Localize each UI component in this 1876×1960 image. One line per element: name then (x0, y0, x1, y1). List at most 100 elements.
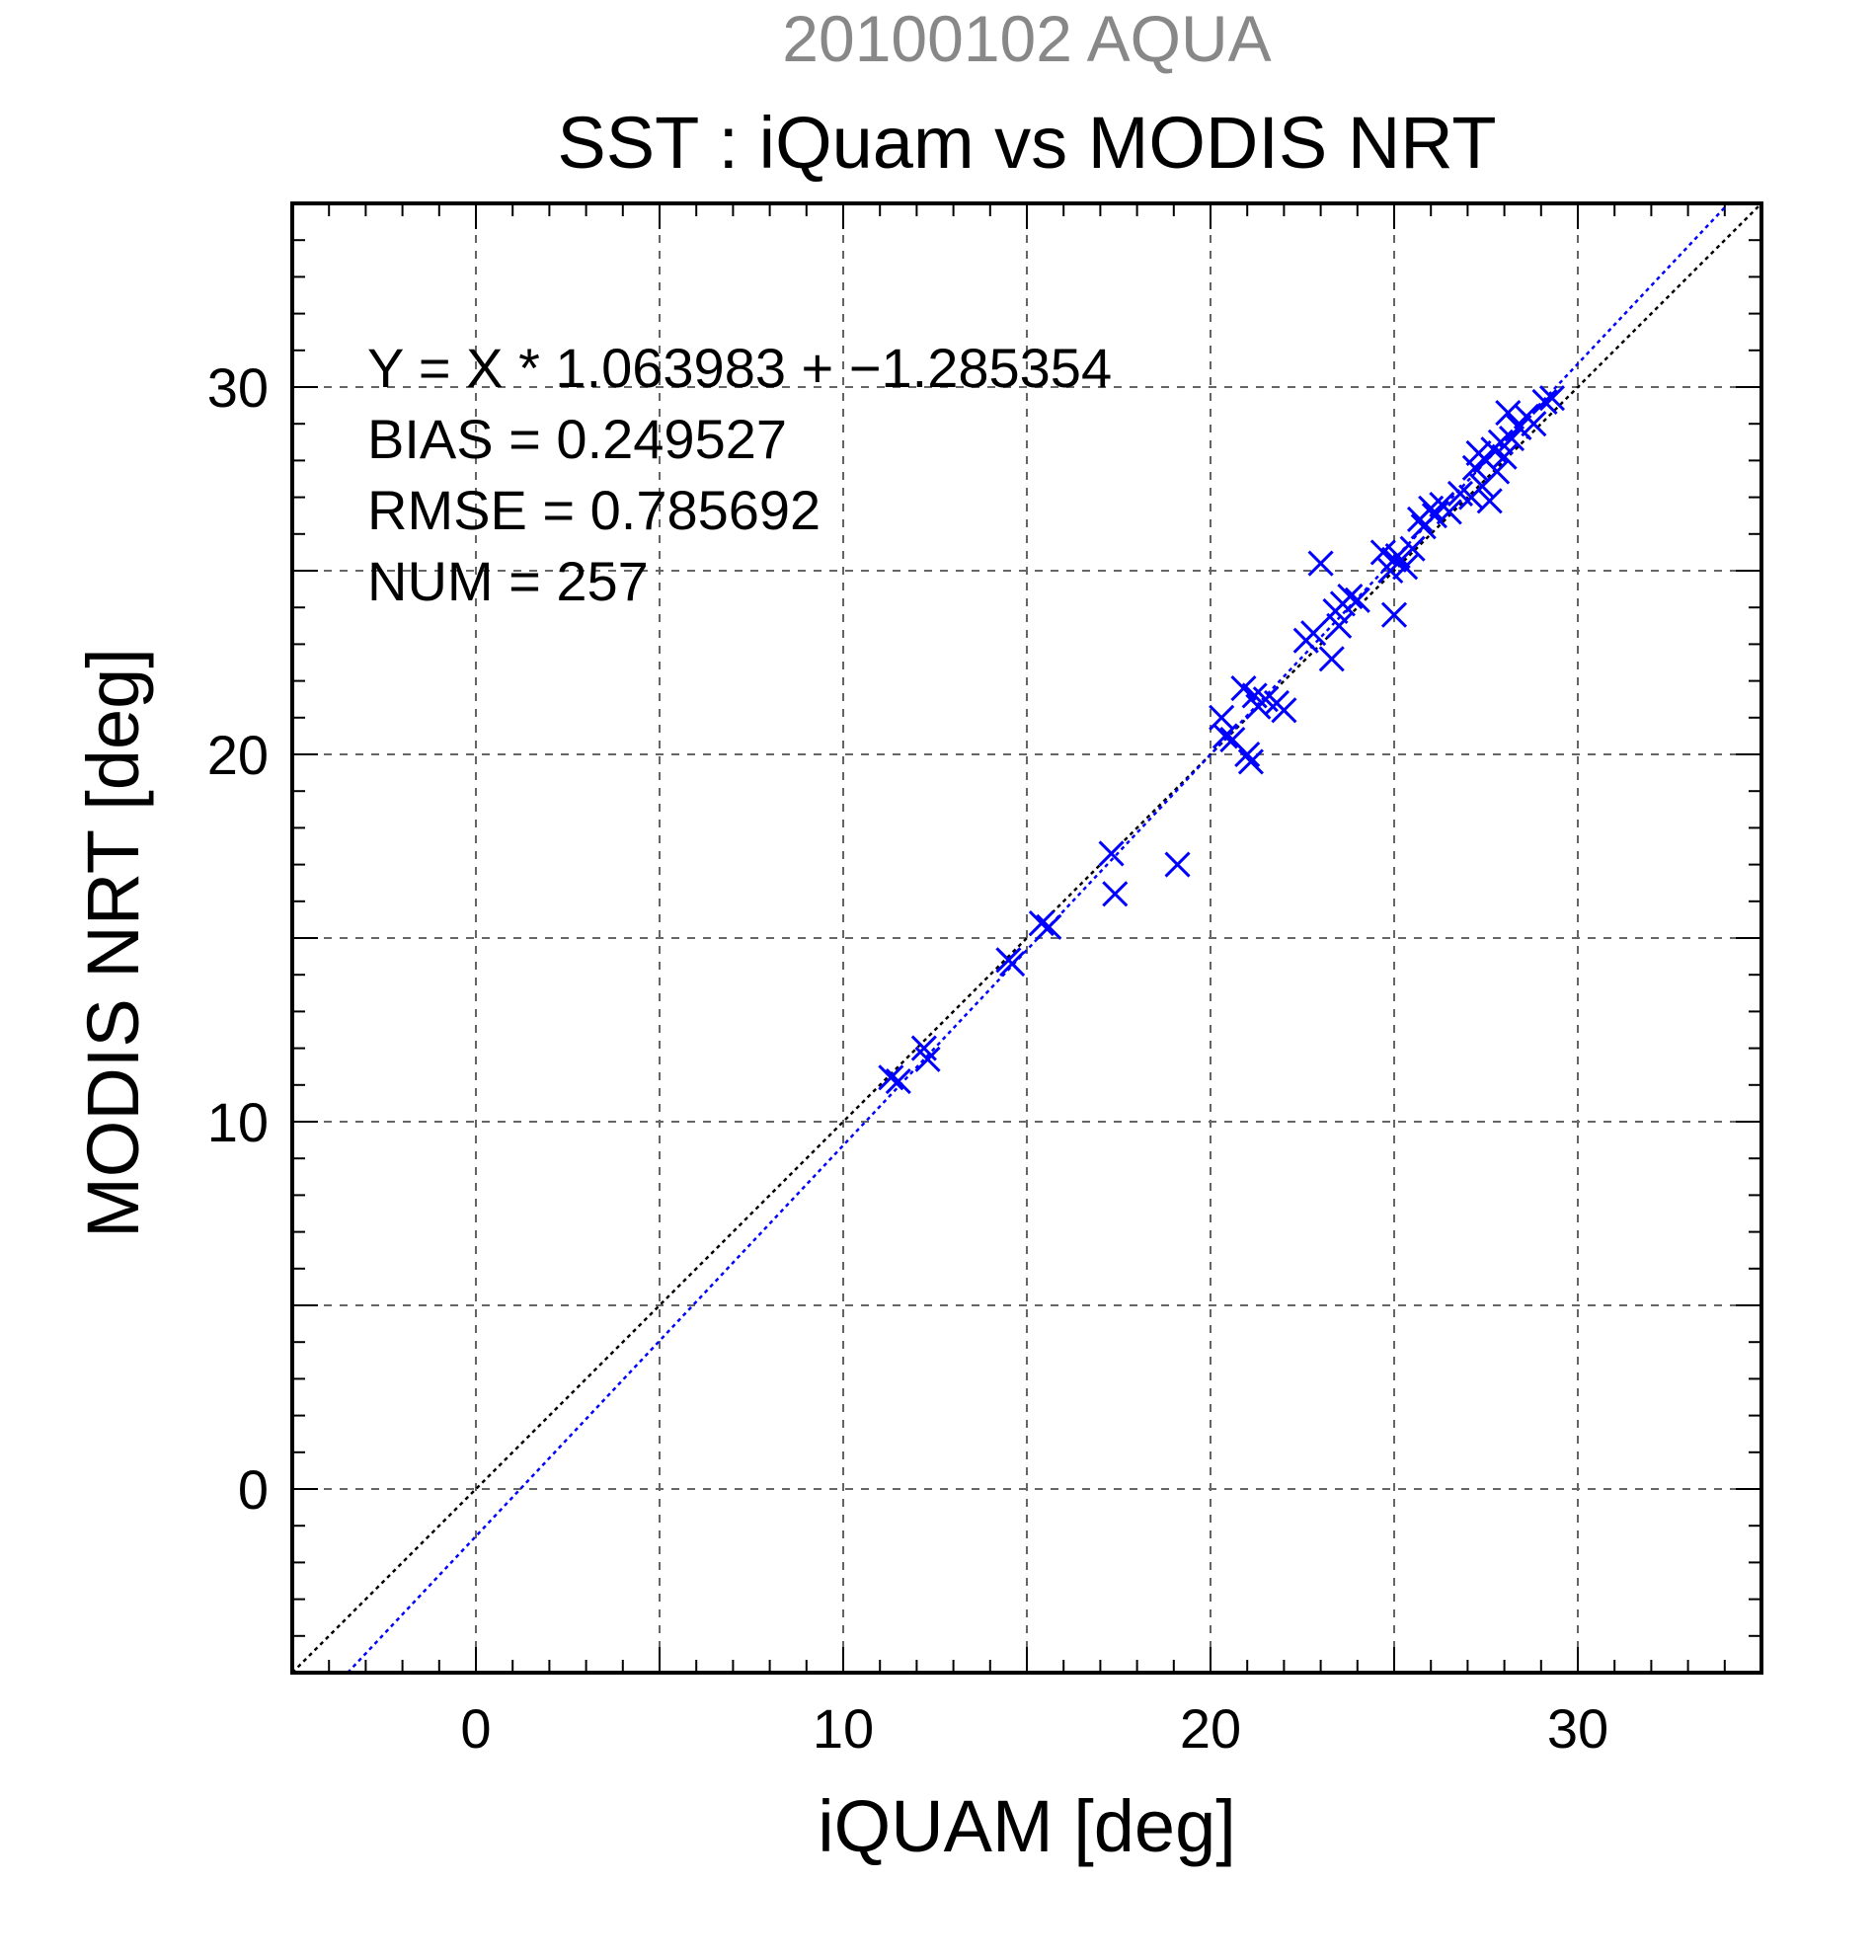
scatter-point-stroke (1476, 488, 1503, 514)
scatter-point (1538, 385, 1566, 412)
scatter-point-stroke (1219, 727, 1246, 753)
scatter-point-stroke (910, 1035, 937, 1061)
scatter-point-stroke (1538, 385, 1566, 412)
scatter-point-stroke (1271, 697, 1297, 724)
scatter-point (1237, 748, 1264, 775)
fit-equation-text: Y = X * 1.063983 + −1.285354 (367, 337, 1112, 399)
rmse-text: RMSE = 0.785692 (367, 479, 821, 541)
scatter-point (1484, 458, 1511, 485)
scatter-point (1491, 443, 1518, 470)
y-tick-label: 20 (207, 724, 269, 786)
scatter-point-stroke (1384, 543, 1411, 570)
scatter-point (1531, 388, 1558, 415)
scatter-point-stroke (1212, 723, 1238, 749)
x-tick-label: 0 (460, 1697, 491, 1760)
scatter-point (1230, 674, 1257, 702)
scatter-point-stroke (885, 1068, 911, 1095)
scatter-point (1102, 881, 1129, 907)
scatter-point-stroke (914, 1046, 941, 1072)
scatter-point-stroke (1318, 646, 1345, 672)
plot-frame (290, 201, 1763, 1675)
scatter-point (1036, 913, 1062, 940)
scatter-point (1271, 697, 1297, 724)
scatter-point (1300, 620, 1327, 647)
scatter-point (1421, 503, 1447, 529)
scatter-point-stroke (1498, 426, 1525, 452)
scatter-point (1212, 723, 1238, 749)
scatter-point (1098, 840, 1125, 867)
scatter-point-stroke (1484, 458, 1511, 485)
scatter-point (914, 1046, 941, 1072)
scatter-point (999, 950, 1026, 978)
scatter-point-stroke (1369, 539, 1396, 566)
scatter-point-stroke (878, 1064, 904, 1091)
scatter-point-stroke (1491, 443, 1518, 470)
scatter-point (1506, 414, 1532, 440)
scatter-point-stroke (1300, 620, 1327, 647)
scatter-point-stroke (1098, 840, 1125, 867)
scatter-point-stroke (1252, 686, 1279, 713)
scatter-point-stroke (1230, 674, 1257, 702)
scatter-point-stroke (1392, 554, 1419, 581)
scatter-point (1476, 488, 1503, 514)
chart-title: SST : iQuam vs MODIS NRT (557, 102, 1496, 184)
scatter-point (1369, 539, 1396, 566)
scatter-point (1380, 601, 1408, 628)
scatter-point (1028, 910, 1055, 937)
data-points (878, 385, 1566, 1095)
scatter-point-stroke (1237, 748, 1264, 775)
tick-labels: 0 10 20 30 0 10 20 30 (207, 356, 1608, 1760)
scatter-point (1521, 411, 1547, 437)
identity-line (291, 202, 1762, 1674)
scatter-point-stroke (1241, 682, 1268, 709)
scatter-point-stroke (1344, 587, 1370, 613)
scatter-point-stroke (1380, 601, 1408, 628)
scatter-point (1399, 535, 1426, 562)
bias-text: BIAS = 0.249527 (367, 408, 787, 470)
scatter-point (1436, 499, 1462, 525)
num-text: NUM = 257 (367, 550, 649, 612)
grid-lines (292, 203, 1761, 1673)
x-tick-label: 20 (1180, 1697, 1241, 1760)
scatter-point-stroke (1521, 411, 1547, 437)
y-tick-label: 10 (207, 1091, 269, 1153)
scatter-point-stroke (1102, 881, 1129, 907)
scatter-point-stroke (1531, 388, 1558, 415)
scatter-point-stroke (1399, 535, 1426, 562)
scatter-point-stroke (1421, 503, 1447, 529)
axis-ticks (292, 203, 1761, 1673)
scatter-point (1307, 550, 1334, 577)
x-tick-label: 10 (813, 1697, 874, 1760)
scatter-point (1392, 554, 1419, 581)
scatter-point-stroke (1337, 583, 1364, 610)
scatter-point-stroke (1028, 910, 1055, 937)
scatter-point (1498, 426, 1525, 452)
scatter-point-stroke (1446, 480, 1474, 507)
x-tick-label: 30 (1547, 1697, 1608, 1760)
scatter-point-stroke (1234, 741, 1261, 768)
scatter-point (885, 1068, 911, 1095)
scatter-point (1234, 741, 1261, 768)
y-tick-label: 30 (207, 356, 269, 419)
scatter-point-stroke (1307, 550, 1334, 577)
scatter-point (1318, 646, 1345, 672)
scatter-point (1326, 612, 1353, 639)
scatter-point-stroke (999, 950, 1026, 978)
y-tick-label: 0 (238, 1458, 269, 1521)
stats-annotations: Y = X * 1.063983 + −1.285354 BIAS = 0.24… (367, 337, 1112, 612)
scatter-point-stroke (1036, 913, 1062, 940)
scatter-point (1337, 583, 1364, 610)
scatter-point (878, 1064, 904, 1091)
x-axis-label: iQUAM [deg] (818, 1785, 1236, 1867)
scatter-point-stroke (1326, 612, 1353, 639)
reference-lines (291, 202, 1762, 1674)
scatter-point-stroke (1506, 414, 1532, 440)
chart-subtitle: 20100102 AQUA (782, 2, 1271, 75)
scatter-point (1344, 587, 1370, 613)
scatter-point (1384, 543, 1411, 570)
y-axis-label: MODIS NRT [deg] (72, 648, 154, 1238)
scatter-point (1164, 851, 1191, 878)
scatter-point-stroke (1164, 851, 1191, 878)
